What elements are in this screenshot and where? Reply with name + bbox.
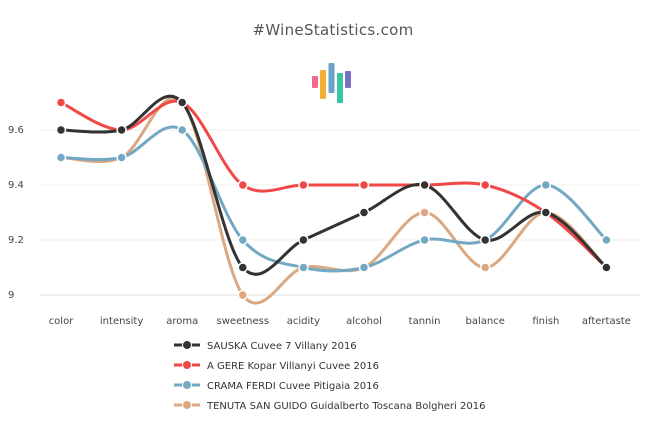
logo-bar <box>312 76 318 88</box>
x-tick-label: balance <box>466 316 505 327</box>
series-1 <box>55 94 612 276</box>
y-axis: 9 9.2 9.4 9.6 <box>8 125 24 301</box>
data-point[interactable] <box>116 124 127 136</box>
logo-bar <box>328 63 335 93</box>
data-point[interactable] <box>298 262 309 273</box>
logo-bar <box>345 71 351 88</box>
legend[interactable]: SAUSKA Cuvee 7 Villany 2016 A GERE Kopar … <box>174 340 485 413</box>
data-point[interactable] <box>237 262 249 273</box>
x-tick-label: aftertaste <box>582 316 631 327</box>
chart-title: #WineStatistics.com <box>252 21 413 39</box>
x-tick-label: aroma <box>166 316 198 327</box>
legend-item[interactable]: A GERE Kopar Villanyi Cuvee 2016 <box>174 360 379 373</box>
legend-marker <box>182 340 192 350</box>
wine-statistics-logo-icon <box>312 63 351 103</box>
legend-item[interactable]: SAUSKA Cuvee 7 Villany 2016 <box>174 340 357 353</box>
logo-bar <box>320 70 326 99</box>
data-point[interactable] <box>419 179 430 191</box>
data-point[interactable] <box>601 234 612 246</box>
data-point[interactable] <box>116 152 127 163</box>
data-point[interactable] <box>540 179 552 191</box>
x-tick-label: tannin <box>409 316 441 327</box>
x-tick-label: acidity <box>287 316 320 327</box>
data-point[interactable] <box>55 97 67 108</box>
series-line <box>59 99 608 269</box>
series-group <box>55 94 612 305</box>
data-point[interactable] <box>176 124 188 136</box>
series-line <box>59 125 608 273</box>
x-tick-label: intensity <box>100 316 143 327</box>
data-point[interactable] <box>419 234 430 246</box>
series-line <box>59 94 608 276</box>
data-point[interactable] <box>358 262 370 273</box>
legend-marker <box>182 380 192 390</box>
data-point[interactable] <box>358 179 370 191</box>
data-point[interactable] <box>298 234 309 246</box>
y-tick-label: 9.4 <box>8 180 24 191</box>
x-tick-label: finish <box>532 316 559 327</box>
data-point[interactable] <box>601 262 612 273</box>
legend-label: CRAMA FERDI Cuvee Pitigaia 2016 <box>207 381 379 392</box>
legend-label: SAUSKA Cuvee 7 Villany 2016 <box>207 341 357 352</box>
legend-marker <box>182 360 192 370</box>
x-axis: color intensity aroma sweetness acidity alcoh… <box>49 316 631 327</box>
y-tick-label: 9.2 <box>8 235 24 246</box>
data-point[interactable] <box>540 207 552 218</box>
legend-item[interactable]: CRAMA FERDI Cuvee Pitigaia 2016 <box>174 380 379 393</box>
data-point[interactable] <box>237 179 249 191</box>
data-point[interactable] <box>298 179 309 191</box>
data-point[interactable] <box>237 289 249 301</box>
data-point[interactable] <box>358 207 370 218</box>
data-point[interactable] <box>55 124 67 136</box>
y-tick-label: 9.6 <box>8 125 24 136</box>
data-point[interactable] <box>479 262 491 273</box>
legend-marker <box>182 400 192 410</box>
data-point[interactable] <box>55 152 67 163</box>
x-tick-label: alcohol <box>346 316 382 327</box>
data-point[interactable] <box>176 97 188 108</box>
legend-label: TENUTA SAN GUIDO Guidalberto Toscana Bol… <box>206 401 485 412</box>
series-3 <box>55 124 612 273</box>
x-tick-label: sweetness <box>217 316 270 327</box>
data-point[interactable] <box>419 207 430 218</box>
logo-bar <box>337 73 343 103</box>
legend-label: A GERE Kopar Villanyi Cuvee 2016 <box>207 361 379 372</box>
data-point[interactable] <box>479 179 491 191</box>
data-point[interactable] <box>237 234 249 246</box>
x-tick-label: color <box>49 316 75 327</box>
legend-item[interactable]: TENUTA SAN GUIDO Guidalberto Toscana Bol… <box>174 400 485 413</box>
data-point[interactable] <box>479 234 491 246</box>
y-tick-label: 9 <box>8 290 14 301</box>
